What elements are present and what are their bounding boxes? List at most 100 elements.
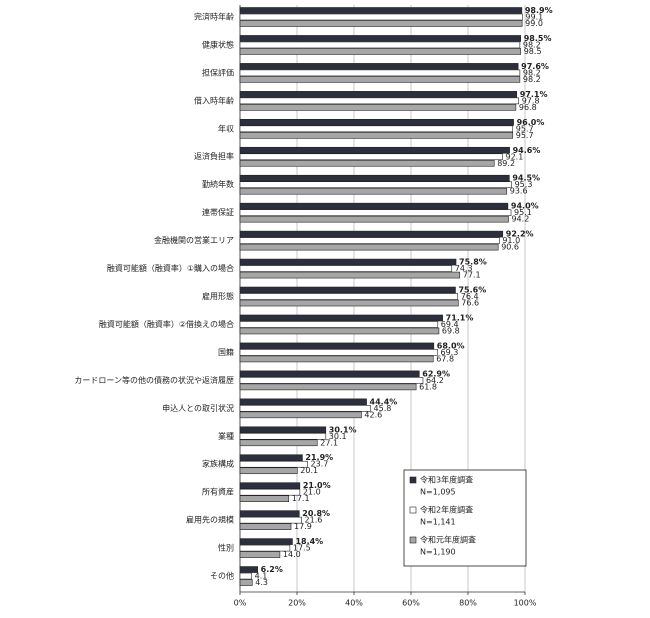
value-label: 94.0% — [511, 202, 539, 211]
value-label: 21.6 — [305, 516, 323, 525]
legend-note: N=1,095 — [420, 488, 456, 497]
bar — [239, 467, 298, 475]
value-label: 30.1% — [329, 425, 357, 434]
value-label: 74.3 — [455, 264, 473, 273]
x-tick-label: 0% — [234, 599, 247, 608]
x-tick-label: 80% — [459, 599, 477, 608]
bar — [239, 411, 362, 419]
value-label: 30.1 — [329, 432, 347, 441]
value-label: 69.4 — [441, 320, 459, 329]
value-label: 98.2 — [523, 68, 541, 77]
value-label: 92.1 — [505, 152, 523, 161]
value-label: 95.3 — [515, 180, 533, 189]
bar — [239, 454, 303, 462]
value-label: 21.0% — [303, 481, 331, 490]
bar — [239, 159, 495, 167]
bar — [239, 377, 424, 384]
bar — [239, 174, 510, 182]
y-tick-label: 国籍 — [218, 347, 234, 357]
bar — [239, 209, 512, 216]
bar — [239, 265, 453, 272]
bar — [239, 432, 327, 440]
value-label: 98.2 — [523, 75, 541, 84]
value-label: 44.4% — [370, 397, 398, 406]
bar — [239, 215, 509, 223]
value-label: 94.6% — [513, 146, 541, 155]
bar — [239, 271, 461, 279]
legend-swatch — [409, 536, 417, 544]
y-tick-label: 返済負担率 — [194, 151, 234, 161]
bar — [239, 69, 521, 77]
value-label: 20.1 — [300, 466, 318, 475]
value-label: 27.1 — [320, 438, 338, 447]
value-label: 98.2 — [523, 40, 541, 49]
value-label: 20.8% — [302, 509, 330, 518]
y-tick-label: 金融機関の営業エリア — [154, 235, 234, 245]
y-tick-label: 健康状態 — [202, 39, 234, 49]
y-tick-label: 連帯保証 — [202, 207, 234, 217]
bar — [239, 342, 435, 350]
value-label: 69.3 — [441, 348, 459, 357]
value-label: 77.1 — [463, 271, 481, 280]
value-label: 97.1% — [520, 90, 548, 99]
y-tick-label: 融資可能額（融資率）①購入の場合 — [107, 263, 234, 273]
value-label: 95.7 — [516, 131, 534, 140]
bar — [239, 258, 457, 266]
bar — [239, 7, 523, 14]
bar — [239, 579, 253, 586]
bar — [239, 286, 456, 294]
y-tick-label: 雇用形態 — [202, 291, 234, 301]
bar — [239, 299, 459, 307]
value-label: 4.3 — [255, 578, 268, 587]
bar — [239, 230, 504, 238]
x-tick-label: 20% — [288, 599, 306, 608]
x-tick-label: 40% — [345, 599, 363, 608]
bar — [239, 321, 439, 328]
bar — [239, 516, 302, 524]
value-label: 21.0 — [303, 488, 321, 497]
value-label: 17.9 — [294, 522, 312, 531]
bar — [239, 460, 308, 468]
legend-label: 令和元年度調査 — [420, 535, 476, 545]
bar — [239, 125, 514, 133]
value-label: 96.8 — [519, 103, 537, 112]
bar — [239, 572, 252, 580]
value-label: 89.2 — [497, 159, 515, 168]
bar — [239, 181, 512, 189]
legend-swatch — [409, 506, 417, 514]
value-label: 94.2 — [511, 215, 529, 224]
value-label: 64.2 — [426, 376, 444, 385]
value-label: 42.6 — [364, 410, 382, 419]
bar — [239, 153, 503, 161]
bar — [239, 13, 523, 21]
bar — [239, 439, 318, 447]
value-label: 99.0 — [525, 19, 543, 28]
bar — [239, 20, 523, 27]
value-label: 23.7 — [311, 460, 329, 469]
bar — [239, 293, 459, 300]
legend-label: 令和2年度調査 — [420, 505, 473, 515]
x-tick-label: 100% — [514, 599, 537, 608]
value-label: 95.1 — [514, 208, 532, 217]
bar — [239, 202, 509, 210]
bar — [239, 405, 371, 412]
legend-note: N=1,141 — [420, 518, 456, 527]
y-tick-label: 担保評価 — [202, 67, 234, 77]
value-label: 92.2% — [506, 230, 534, 239]
bar — [239, 243, 499, 251]
value-label: 17.1 — [292, 494, 310, 503]
value-label: 97.6% — [521, 62, 549, 71]
bar — [239, 544, 291, 552]
value-label: 93.6 — [510, 187, 528, 196]
value-label: 45.8 — [374, 404, 392, 413]
bar — [239, 495, 290, 502]
bar — [239, 482, 301, 489]
value-label: 67.8 — [436, 354, 454, 363]
bar — [239, 314, 443, 322]
bar — [239, 349, 438, 356]
value-label: 98.5% — [524, 34, 552, 43]
value-label: 98.5 — [524, 47, 542, 56]
value-label: 68.0% — [437, 341, 465, 350]
value-label: 76.6 — [461, 299, 479, 308]
